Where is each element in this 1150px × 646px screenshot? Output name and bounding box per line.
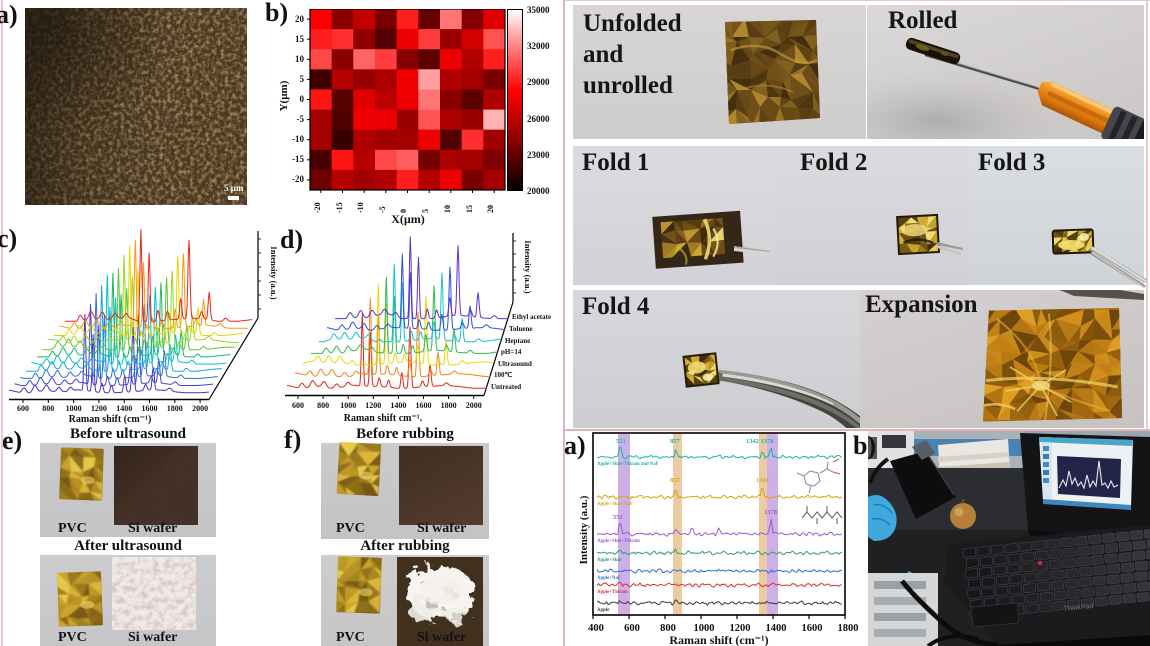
svg-text:800: 800 — [317, 401, 329, 410]
svg-text:2000: 2000 — [192, 404, 208, 413]
svg-text:1600: 1600 — [802, 623, 823, 634]
svg-text:Intensity (a.u.): Intensity (a.u.) — [580, 495, 590, 564]
svg-text:600: 600 — [624, 623, 640, 634]
svg-text:Apple+NaF: Apple+NaF — [597, 576, 621, 581]
svg-text:100℃: 100℃ — [494, 371, 513, 379]
svg-text:Apple+Thiram: Apple+Thiram — [597, 590, 628, 595]
svg-text:Apple: Apple — [597, 608, 609, 613]
svg-text:1342 1378: 1342 1378 — [746, 438, 774, 445]
svg-text:5 µm: 5 µm — [224, 183, 244, 193]
svg-text:400: 400 — [588, 623, 604, 634]
svg-text:1000: 1000 — [340, 401, 356, 410]
svg-text:857: 857 — [670, 438, 681, 445]
svg-text:1342: 1342 — [756, 477, 769, 484]
svg-text:Raman shift cm⁻¹.: Raman shift cm⁻¹. — [344, 413, 423, 424]
svg-text:800: 800 — [660, 623, 676, 634]
svg-text:551: 551 — [613, 514, 623, 521]
svg-text:1378: 1378 — [764, 509, 778, 516]
svg-text:Untreated: Untreated — [491, 383, 521, 391]
svg-text:1200: 1200 — [730, 623, 751, 634]
svg-text:Intensity (a.u.): Intensity (a.u.) — [269, 246, 279, 299]
svg-text:Raman shift (cm⁻¹): Raman shift (cm⁻¹) — [69, 414, 152, 425]
svg-text:Ethyl acetate: Ethyl acetate — [512, 313, 551, 321]
svg-text:Apple+Skin+NaF: Apple+Skin+NaF — [597, 502, 633, 507]
svg-text:1400: 1400 — [116, 404, 132, 413]
svg-text:1200: 1200 — [365, 401, 381, 410]
svg-text:Raman shift (cm⁻¹): Raman shift (cm⁻¹) — [669, 633, 768, 646]
svg-text:551: 551 — [616, 438, 626, 445]
svg-text:1200: 1200 — [91, 404, 107, 413]
svg-text:Apple+Skin+Thiram and NaF: Apple+Skin+Thiram and NaF — [597, 462, 659, 467]
svg-text:pH=14: pH=14 — [501, 348, 522, 356]
svg-text:600: 600 — [17, 404, 29, 413]
svg-text:Apple+Skin: Apple+Skin — [597, 558, 622, 563]
svg-text:Heptane: Heptane — [505, 337, 530, 345]
svg-text:1400: 1400 — [766, 623, 787, 634]
svg-text:1000: 1000 — [694, 623, 715, 634]
svg-text:Ultrasound: Ultrasound — [498, 360, 532, 368]
svg-text:Apple+Skin+Thiram: Apple+Skin+Thiram — [597, 539, 640, 544]
svg-text:1800: 1800 — [167, 404, 183, 413]
svg-text:1800: 1800 — [441, 401, 457, 410]
svg-text:1800: 1800 — [838, 623, 859, 634]
svg-text:1600: 1600 — [416, 401, 432, 410]
svg-text:Toluene: Toluene — [509, 325, 532, 333]
svg-text:1400: 1400 — [390, 401, 406, 410]
svg-text:Intensity (a.u.): Intensity (a.u.) — [523, 240, 533, 293]
svg-text:857: 857 — [670, 477, 681, 484]
svg-text:ThinkPad: ThinkPad — [1063, 603, 1093, 613]
svg-text:800: 800 — [42, 404, 54, 413]
svg-text:600: 600 — [292, 401, 304, 410]
svg-text:1000: 1000 — [66, 404, 82, 413]
svg-text:1600: 1600 — [142, 404, 158, 413]
svg-text:2000: 2000 — [466, 401, 482, 410]
